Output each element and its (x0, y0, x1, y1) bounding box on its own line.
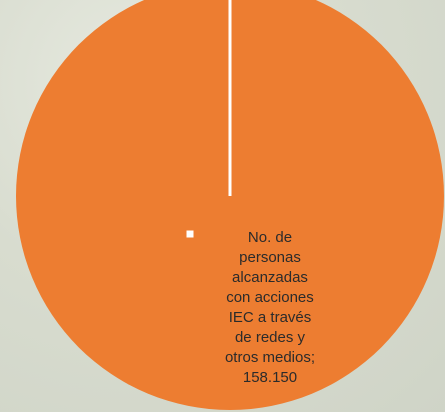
pie-slice (16, 0, 444, 410)
data-label-line: personas (239, 249, 301, 266)
data-label: No. de personas alcanzadas con acciones IEC … (225, 229, 315, 386)
data-label-line: No. de (248, 229, 292, 246)
data-label-line: IEC a través (229, 309, 312, 326)
data-label-line: otros medios; (225, 349, 315, 366)
data-label-line: de redes y (235, 329, 306, 346)
data-label-line: alcanzadas (232, 269, 308, 286)
data-label-line: 158.150 (243, 369, 297, 386)
data-label-marker (183, 227, 197, 241)
data-label-line: con acciones (226, 289, 314, 306)
